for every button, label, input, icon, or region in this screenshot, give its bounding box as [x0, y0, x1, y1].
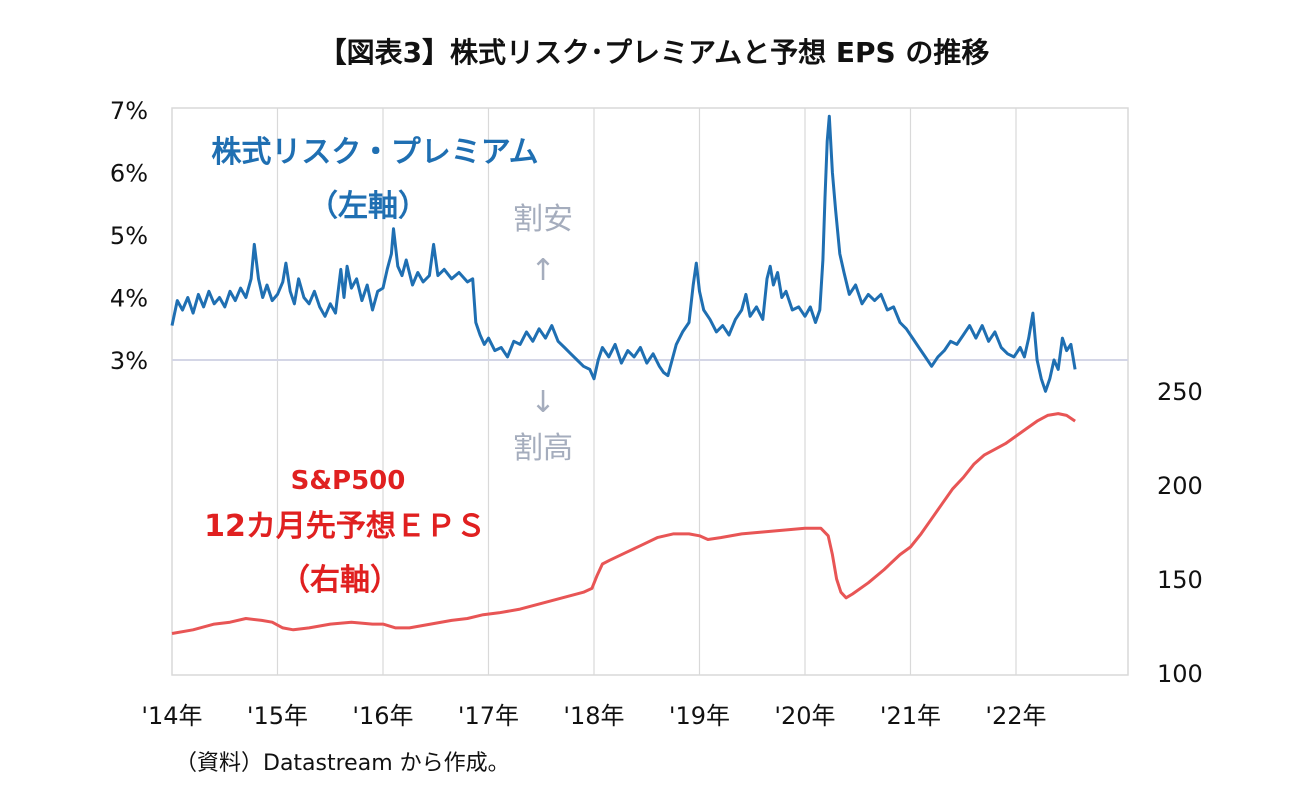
annotation-forward-eps: 12カ月先予想ＥＰＳ — [204, 509, 486, 544]
left-tick-label: 4% — [110, 285, 148, 313]
annotation-left-axis: （左軸） — [308, 189, 428, 224]
up-arrow-icon: ↑ — [530, 253, 555, 288]
annotation-right-axis: （右軸） — [280, 563, 400, 598]
x-tick-label: '17年 — [458, 702, 519, 730]
chart-title: 【図表3】株式リスク･プレミアムと予想 EPS の推移 — [319, 36, 990, 69]
x-tick-label: '20年 — [774, 702, 835, 730]
series-sp500-forward-eps — [171, 412, 1076, 635]
x-tick-label: '18年 — [563, 702, 624, 730]
annotation-expensive: 割高 — [513, 431, 573, 466]
left-tick-label: 5% — [110, 222, 148, 250]
down-arrow-icon: ↓ — [530, 385, 555, 420]
annotation-equity-risk-premium: 株式リスク・プレミアム — [211, 135, 538, 170]
right-tick-label: 150 — [1157, 566, 1203, 594]
x-tick-label: '14年 — [141, 702, 202, 730]
source-note: （資料）Datastream から作成。 — [175, 751, 510, 776]
right-tick-label: 200 — [1157, 472, 1203, 500]
left-axis-ticks: 7% 6% 5% 4% 3% — [110, 97, 148, 375]
right-axis-ticks: 250 200 150 100 — [1157, 378, 1203, 688]
right-tick-label: 250 — [1157, 378, 1203, 406]
x-tick-label: '15年 — [247, 702, 308, 730]
annotation-sp500: S&P500 — [291, 466, 406, 496]
x-axis-ticks: '14年 '15年 '16年 '17年 '18年 '19年 '20年 '21年 '22年 — [141, 702, 1046, 730]
left-tick-label: 6% — [110, 160, 148, 188]
right-tick-label: 100 — [1157, 660, 1203, 688]
left-tick-label: 7% — [110, 97, 148, 125]
annotation-cheap: 割安 — [513, 202, 573, 237]
left-tick-label: 3% — [110, 347, 148, 375]
x-tick-label: '21年 — [880, 702, 941, 730]
plot-frame — [171, 107, 1129, 676]
x-tick-label: '16年 — [352, 702, 413, 730]
x-tick-label: '22年 — [985, 702, 1046, 730]
series-equity-risk-premium — [170, 114, 1077, 393]
x-tick-label: '19年 — [669, 702, 730, 730]
